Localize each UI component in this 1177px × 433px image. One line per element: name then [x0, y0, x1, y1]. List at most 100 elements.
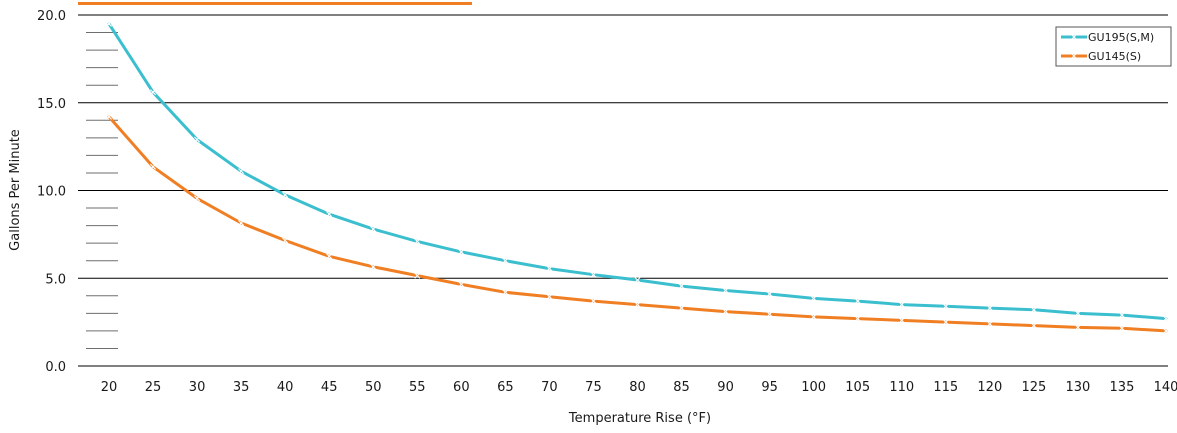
x-tick-label: 70: [541, 380, 558, 395]
data-point: [238, 219, 245, 226]
x-tick-label: 125: [1021, 380, 1046, 395]
data-point: [942, 319, 949, 326]
series-line: [107, 115, 1168, 333]
data-point: [458, 248, 465, 255]
data-point: [326, 253, 333, 260]
y-tick-label: 15.0: [37, 97, 66, 112]
data-point: [150, 163, 157, 170]
data-point: [1074, 310, 1081, 317]
x-tick-label: 75: [585, 380, 602, 395]
y-minor-ticks: [86, 32, 118, 349]
top-accent-bar: [78, 2, 472, 5]
series-1: [106, 20, 1169, 322]
legend-box: [1055, 26, 1172, 67]
data-point: [546, 265, 553, 272]
data-point: [678, 305, 685, 312]
data-point: [194, 195, 201, 202]
y-tick-label: 0.0: [45, 360, 66, 375]
data-point: [766, 311, 773, 318]
data-point: [370, 226, 377, 233]
data-point: [238, 168, 245, 175]
x-tick-label: 20: [101, 380, 118, 395]
y-axis-title: Gallons Per Minute: [8, 129, 23, 251]
legend-marker-gu145: [1070, 52, 1078, 60]
data-point: [1074, 324, 1081, 331]
x-tick-label: 80: [629, 380, 646, 395]
y-tick-label: 20.0: [37, 9, 66, 24]
x-tick-label: 85: [673, 380, 690, 395]
data-point: [414, 272, 421, 279]
grid-lines: [78, 14, 1168, 367]
data-point: [150, 89, 157, 96]
x-tick-label: 50: [365, 380, 382, 395]
data-point: [678, 283, 685, 290]
data-point: [282, 191, 289, 198]
x-tick-label: 25: [145, 380, 162, 395]
x-tick-label: 120: [977, 380, 1002, 395]
data-point: [810, 313, 817, 320]
data-point: [898, 301, 905, 308]
x-tick-label: 55: [409, 380, 426, 395]
data-point: [1030, 306, 1037, 313]
x-tick-label: 135: [1110, 380, 1135, 395]
data-point: [194, 136, 201, 143]
data-point: [854, 298, 861, 305]
data-point: [942, 303, 949, 310]
x-tick-label: 110: [889, 380, 914, 395]
data-point: [1163, 315, 1169, 322]
data-point: [986, 305, 993, 312]
x-tick-label: 100: [801, 380, 826, 395]
x-tick-label: 130: [1066, 380, 1091, 395]
data-point: [634, 277, 641, 283]
legend-marker-gu195: [1070, 33, 1078, 41]
data-point: [766, 291, 773, 298]
x-tick-label: 90: [717, 380, 734, 395]
x-tick-label: 140: [1154, 380, 1177, 395]
data-point: [370, 263, 377, 270]
data-point: [898, 317, 905, 324]
data-point: [106, 20, 112, 27]
data-point: [546, 293, 553, 300]
x-tick-label: 65: [497, 380, 514, 395]
series-2: [106, 113, 1169, 334]
data-point: [722, 287, 729, 294]
legend: GU195(S,M) GU145(S): [1055, 26, 1172, 67]
legend-label-gu145: GU145(S): [1088, 50, 1141, 63]
data-point: [810, 295, 817, 302]
data-point: [106, 113, 112, 120]
data-point: [414, 238, 421, 245]
x-tick-labels: 20 25 30 35 40 45 50 55 60 65 70 75 80 85 90 95 100 105 11…: [101, 380, 1177, 395]
data-point: [634, 301, 641, 308]
data-point: [986, 320, 993, 327]
y-tick-label: 10.0: [37, 185, 66, 200]
data-point: [282, 237, 289, 244]
data-point: [1030, 322, 1037, 329]
data-point: [854, 315, 861, 322]
data-point: [502, 289, 509, 296]
data-series: [106, 20, 1169, 334]
data-point: [326, 211, 333, 218]
series-line: [107, 22, 1168, 321]
x-tick-label: 95: [761, 380, 778, 395]
x-tick-label: 60: [453, 380, 470, 395]
data-point: [1118, 325, 1125, 332]
x-tick-label: 115: [933, 380, 958, 395]
data-point: [590, 298, 597, 305]
y-tick-labels: 0.0 5.0 10.0 15.0 20.0: [37, 9, 66, 375]
x-tick-label: 45: [321, 380, 338, 395]
data-point: [1163, 327, 1169, 334]
x-tick-label: 105: [845, 380, 870, 395]
x-tick-label: 30: [189, 380, 206, 395]
data-point: [590, 271, 597, 278]
x-tick-label: 40: [277, 380, 294, 395]
data-point: [502, 257, 509, 264]
data-point: [1118, 312, 1125, 319]
x-axis-title: Temperature Rise (°F): [568, 411, 711, 426]
data-point: [722, 308, 729, 315]
y-tick-label: 5.0: [45, 272, 66, 287]
x-tick-label: 35: [233, 380, 250, 395]
data-point: [458, 281, 465, 288]
legend-label-gu195: GU195(S,M): [1088, 31, 1154, 44]
